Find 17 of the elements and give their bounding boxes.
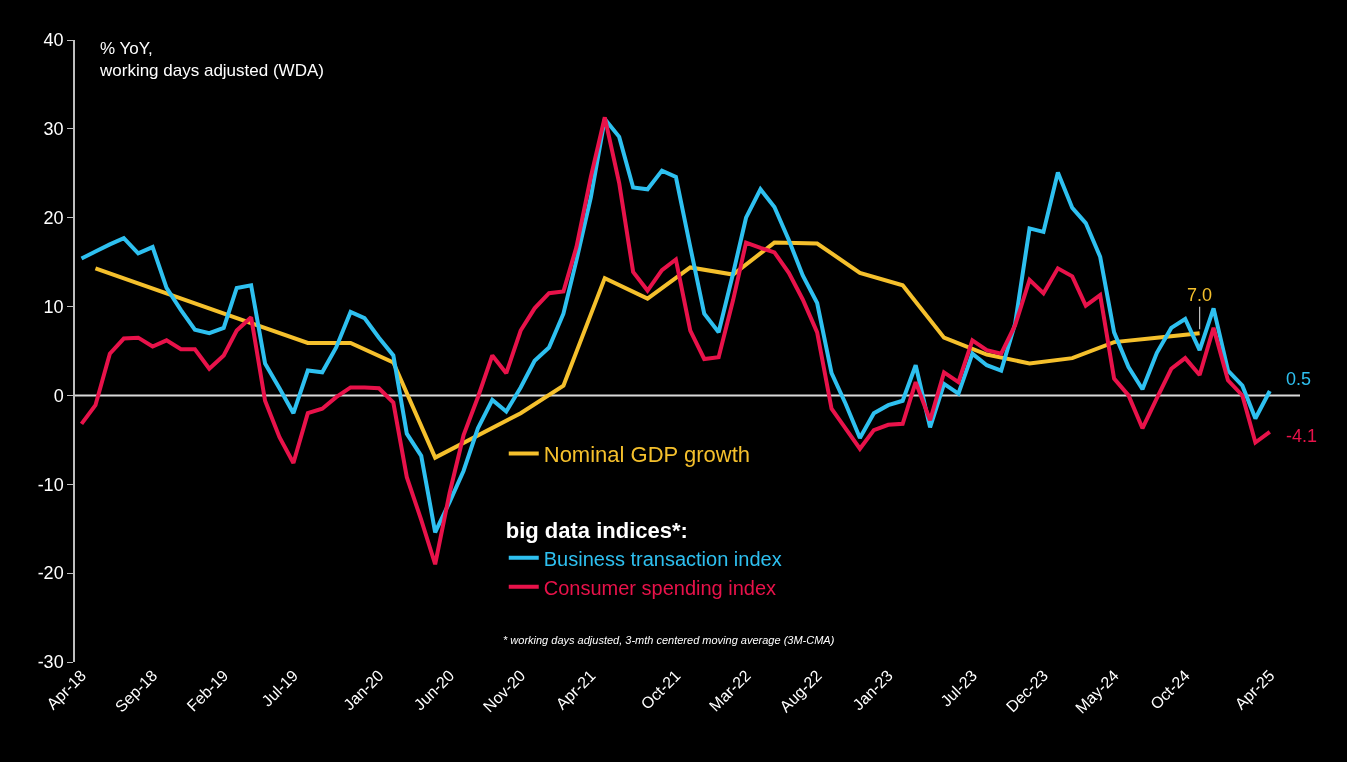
legend-label: Consumer spending index: [543, 576, 777, 599]
y-tick-label: 20: [43, 208, 64, 229]
data-label: 7.0: [1187, 285, 1213, 305]
legend-label: Nominal GDP growth: [543, 442, 750, 468]
data-label: -4.1: [1286, 426, 1318, 446]
y-tick-label: -30: [37, 652, 64, 673]
y-tick-label: 40: [43, 30, 64, 51]
legend-label: Business transaction index: [543, 547, 782, 570]
annotation: * working days adjusted, 3-mth centered moving average (3M-CMA): [503, 634, 835, 646]
y-tick-label: -20: [37, 563, 64, 584]
y-tick-label: 30: [43, 119, 64, 140]
y-tick-label: 10: [43, 296, 64, 317]
y-axis-title: % YoY, working days adjusted (WDA): [99, 39, 324, 81]
data-label: 0.5: [1286, 369, 1312, 389]
y-tick-label: -10: [37, 474, 64, 495]
y-tick-label: 0: [53, 385, 64, 406]
legend-title: big data indices*:: [505, 518, 688, 544]
